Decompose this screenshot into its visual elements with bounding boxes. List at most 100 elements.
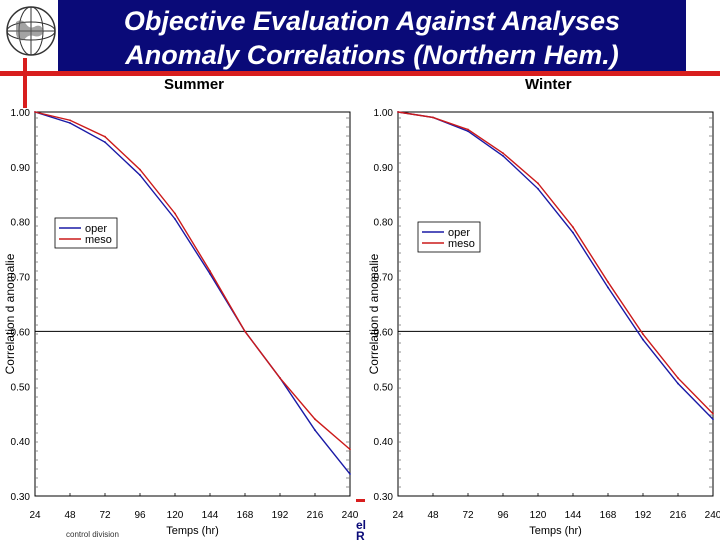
winter-point-meso: [467, 128, 469, 131]
summer-x-tick-label: 144: [202, 510, 219, 521]
summer-point-meso: [174, 212, 176, 215]
summer-legend-box: [54, 217, 118, 249]
summer-y-tick-label: 0.80: [11, 218, 31, 229]
summer-point-meso: [69, 119, 71, 122]
summer-point-meso: [209, 270, 211, 272]
footer-accent-mark: [356, 499, 365, 502]
winter-legend-box: [417, 221, 481, 253]
summer-y-tick-label: 0.90: [11, 163, 31, 174]
winter-y-tick-label: 0.90: [374, 163, 394, 174]
winter-point-meso: [432, 116, 434, 119]
summer-y-tick-label: 0.70: [11, 273, 31, 284]
summer-x-tick-label: 120: [167, 510, 184, 521]
summer-y-tick-label: 0.50: [11, 382, 31, 393]
winter-point-oper: [502, 154, 504, 157]
summer-point-oper: [314, 429, 316, 432]
footer-left-text: control division: [66, 530, 119, 539]
summer-legend-label-meso: meso: [85, 234, 112, 246]
footer-right-text: el R: [356, 518, 367, 543]
summer-y-tick-label: 0.40: [11, 437, 31, 448]
winter-y-tick-label: 0.60: [374, 327, 394, 338]
winter-x-tick-label: 192: [635, 510, 652, 521]
summer-point-oper: [69, 122, 71, 124]
winter-legend-label-oper: oper: [448, 227, 470, 239]
winter-chart-title: Winter: [525, 76, 572, 93]
summer-x-tick-label: 72: [99, 510, 111, 521]
title-banner: Objective Evaluation Against Analyses An…: [58, 0, 686, 76]
summer-y-tick-label: 0.30: [11, 492, 31, 503]
winter-y-axis-label: Correlation d anomalie: [367, 253, 381, 374]
winter-point-meso: [537, 182, 539, 185]
summer-legend-label-oper: oper: [85, 223, 107, 235]
summer-x-axis-label: Temps (hr): [166, 525, 219, 537]
winter-y-tick-label: 0.80: [374, 218, 394, 229]
winter-x-tick-label: 96: [497, 510, 509, 521]
summer-point-meso: [34, 111, 36, 113]
winter-x-tick-label: 72: [462, 510, 474, 521]
summer-x-tick-label: 216: [307, 510, 324, 521]
summer-x-tick-label: 96: [134, 510, 146, 521]
summer-point-oper: [209, 272, 211, 275]
winter-series-meso: [397, 111, 714, 415]
winter-point-oper: [642, 338, 644, 341]
page-title-line1: Objective Evaluation Against Analyses: [123, 6, 621, 36]
winter-x-tick-label: 120: [530, 510, 547, 521]
summer-point-meso: [314, 418, 316, 421]
summer-plot-frame: [34, 111, 351, 497]
winter-x-tick-label: 168: [600, 510, 617, 521]
summer-point-oper: [139, 174, 141, 176]
summer-point-oper: [174, 218, 176, 220]
summer-x-tick-label: 192: [272, 510, 289, 521]
summer-y-tick-label: 1.00: [11, 108, 31, 119]
winter-point-oper: [467, 130, 469, 133]
winter-series-oper: [397, 111, 714, 420]
winter-x-tick-label: 240: [705, 510, 720, 521]
winter-point-oper: [677, 382, 679, 385]
summer-y-axis-label: Correlation d anomalie: [3, 253, 17, 374]
winter-y-tick-label: 0.70: [374, 273, 394, 284]
winter-y-tick-label: 0.50: [374, 382, 394, 393]
summer-point-oper: [349, 473, 351, 475]
footer-right-line2: R: [356, 529, 365, 543]
winter-y-tick-label: 0.40: [374, 437, 394, 448]
summer-point-meso: [244, 330, 246, 333]
winter-point-meso: [607, 281, 609, 283]
summer-x-tick-label: 168: [237, 510, 254, 521]
footer-right-line1: el: [356, 518, 367, 532]
winter-point-meso: [572, 226, 574, 229]
globe-icon: [6, 6, 56, 56]
winter-x-tick-label: 48: [427, 510, 439, 521]
summer-point-oper: [104, 141, 106, 144]
page-title-line2: Anomaly Correlations (Northern Hem.): [125, 40, 619, 70]
summer-series-meso: [34, 111, 351, 450]
summer-chart-title: Summer: [164, 76, 225, 93]
winter-point-meso: [642, 333, 644, 336]
winter-point-meso: [712, 412, 714, 415]
winter-point-meso: [397, 111, 399, 113]
accent-bar-vertical: [23, 58, 27, 108]
summer-point-meso: [104, 135, 106, 138]
summer-point-meso: [279, 377, 281, 379]
winter-x-tick-label: 24: [392, 510, 404, 521]
winter-plot-frame: [397, 111, 714, 497]
summer-x-tick-label: 24: [29, 510, 41, 521]
summer-point-meso: [139, 168, 141, 171]
summer-series-oper: [34, 111, 351, 475]
winter-point-meso: [502, 152, 504, 155]
winter-point-oper: [607, 286, 609, 289]
winter-y-tick-label: 1.00: [374, 108, 394, 119]
summer-x-tick-label: 48: [64, 510, 76, 521]
winter-x-tick-label: 144: [565, 510, 582, 521]
winter-x-axis-label: Temps (hr): [529, 525, 582, 537]
winter-point-oper: [572, 231, 574, 234]
summer-point-meso: [349, 448, 351, 451]
winter-x-tick-label: 216: [670, 510, 687, 521]
summer-x-tick-label: 240: [342, 510, 359, 521]
winter-legend-label-meso: meso: [448, 238, 475, 250]
winter-y-tick-label: 0.30: [374, 492, 394, 503]
accent-bar-horizontal: [0, 71, 720, 76]
summer-y-tick-label: 0.60: [11, 327, 31, 338]
winter-point-oper: [537, 187, 539, 190]
winter-point-oper: [712, 418, 714, 421]
